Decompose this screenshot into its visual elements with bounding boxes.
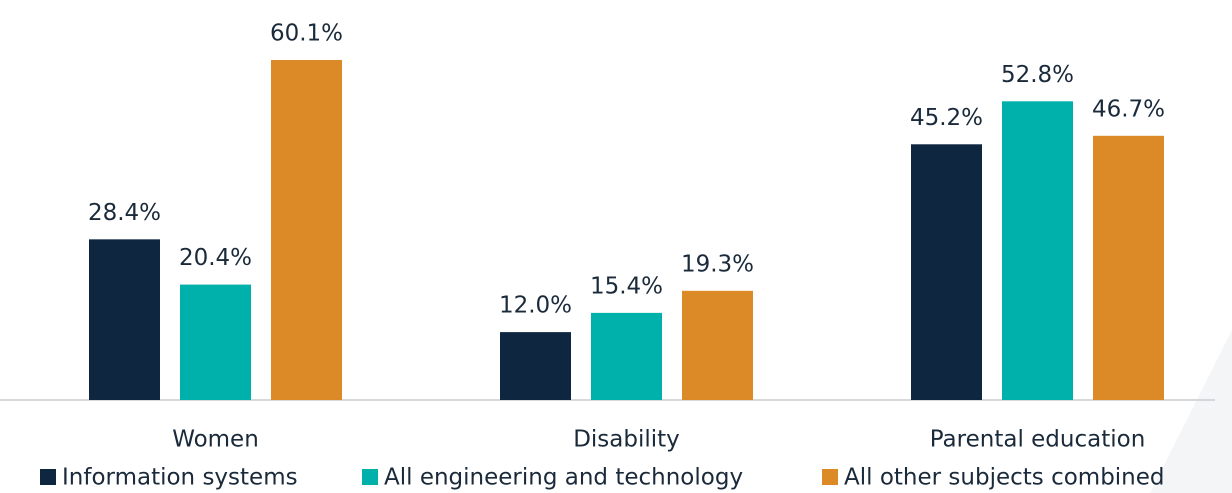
legend-label: All engineering and technology bbox=[384, 465, 743, 491]
legend-label: Information systems bbox=[62, 465, 298, 491]
value-label: 19.3% bbox=[681, 251, 754, 277]
background-stripe bbox=[1150, 330, 1232, 493]
bar bbox=[180, 284, 251, 400]
x-tick-label: Women bbox=[172, 427, 259, 453]
value-label: 52.8% bbox=[1001, 62, 1074, 88]
value-label: 12.0% bbox=[499, 293, 572, 319]
legend-swatch bbox=[362, 469, 378, 485]
bar bbox=[591, 312, 662, 400]
bar bbox=[1002, 101, 1073, 400]
x-tick-label: Parental education bbox=[930, 427, 1146, 453]
bar bbox=[911, 144, 982, 400]
x-tick-label: Disability bbox=[573, 427, 680, 453]
value-label: 15.4% bbox=[590, 273, 663, 299]
value-label: 20.4% bbox=[179, 245, 252, 271]
legend-label: All other subjects combined bbox=[844, 465, 1165, 491]
value-label: 46.7% bbox=[1092, 96, 1165, 122]
bar bbox=[682, 290, 753, 400]
bar bbox=[500, 332, 571, 400]
value-label: 28.4% bbox=[88, 200, 161, 226]
legend-swatch bbox=[822, 469, 838, 485]
bar bbox=[89, 239, 160, 400]
bar bbox=[1093, 135, 1164, 400]
legend-swatch bbox=[40, 469, 56, 485]
bar bbox=[271, 60, 342, 401]
value-label: 45.2% bbox=[910, 105, 983, 131]
value-label: 60.1% bbox=[270, 21, 343, 47]
